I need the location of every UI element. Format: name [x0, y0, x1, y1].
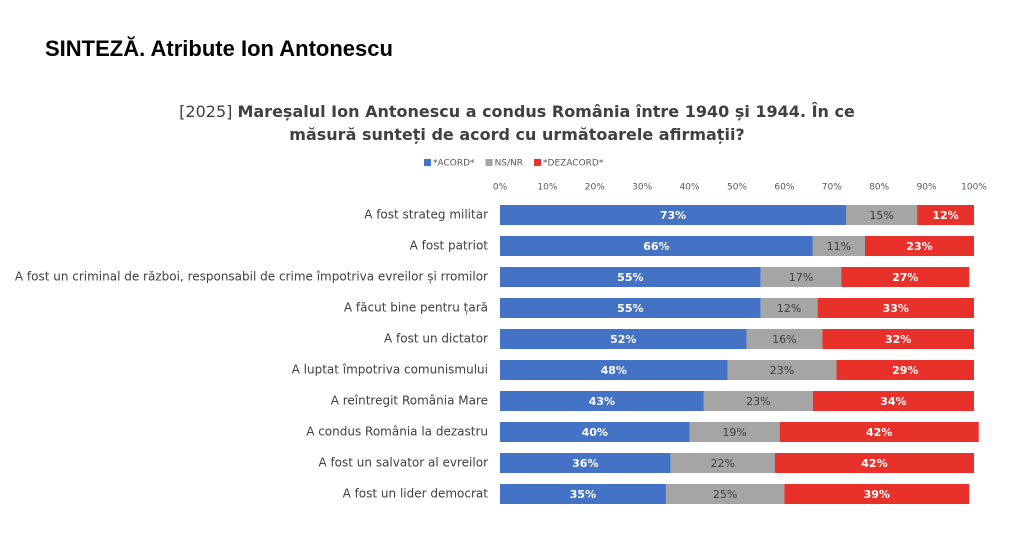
x-tick-label: 40%: [680, 183, 700, 193]
value-label: 23%: [770, 364, 794, 377]
value-label: 43%: [589, 395, 615, 408]
bar-segment: [500, 360, 728, 380]
bar-segment: [784, 484, 970, 504]
bar-segment: [746, 329, 823, 349]
x-tick-label: 90%: [917, 183, 937, 193]
value-label: 66%: [643, 240, 669, 253]
bar-segment: [846, 205, 918, 225]
value-label: 17%: [789, 271, 813, 284]
x-tick-label: 20%: [585, 183, 605, 193]
bar-segment: [822, 329, 974, 349]
category-label: A reîntregit România Mare: [331, 394, 488, 408]
bar-segment: [841, 267, 970, 287]
x-tick-label: 70%: [822, 183, 842, 193]
bar-segment: [500, 453, 671, 473]
category-label: A fost un salvator al evreilor: [318, 456, 488, 470]
value-label: 55%: [617, 271, 643, 284]
value-label: 25%: [713, 488, 737, 501]
x-tick-label: 100%: [961, 183, 987, 193]
legend-label: *DEZACORD*: [543, 159, 604, 169]
legend-label: *ACORD*: [433, 159, 475, 169]
bar-segment: [774, 453, 974, 473]
bar-segment: [500, 236, 813, 256]
x-tick-label: 80%: [869, 183, 889, 193]
value-label: 16%: [772, 333, 796, 346]
category-label: A condus România la dezastru: [306, 425, 488, 439]
value-label: 19%: [722, 426, 746, 439]
category-label: A fost un criminal de război, responsabi…: [15, 270, 488, 284]
category-label: A făcut bine pentru țară: [344, 301, 488, 315]
bar-segment: [500, 205, 847, 225]
value-label: 55%: [617, 302, 643, 315]
category-label: A fost un dictator: [384, 332, 488, 346]
value-label: 36%: [572, 457, 598, 470]
value-label: 23%: [906, 240, 932, 253]
bar-segment: [727, 360, 837, 380]
chart-title-tag: [2025]: [179, 102, 233, 121]
bar-segment: [689, 422, 780, 442]
bar-segment: [779, 422, 979, 442]
value-label: 23%: [746, 395, 770, 408]
x-tick-label: 0%: [493, 183, 508, 193]
value-label: 12%: [777, 302, 801, 315]
bar-segment: [665, 484, 785, 504]
category-label: A fost un lider democrat: [343, 487, 489, 501]
value-label: 11%: [827, 240, 851, 253]
value-label: 29%: [892, 364, 918, 377]
bar-segment: [817, 298, 974, 318]
legend-swatch: [424, 159, 431, 166]
bar-segment: [812, 236, 865, 256]
page-title: SINTEZĂ. Atribute Ion Antonescu: [45, 36, 393, 61]
chart-title: [2025] Mareșalul Ion Antonescu a condus …: [150, 100, 884, 146]
value-label: 22%: [711, 457, 735, 470]
bar-segment: [917, 205, 974, 225]
bar-segment: [500, 484, 666, 504]
value-label: 15%: [869, 209, 893, 222]
bar-segment: [760, 298, 818, 318]
value-label: 33%: [883, 302, 909, 315]
value-label: 32%: [885, 333, 911, 346]
value-label: 42%: [866, 426, 892, 439]
chart-title-text: Mareșalul Ion Antonescu a condus România…: [237, 102, 855, 144]
value-label: 12%: [932, 209, 958, 222]
bar-segment: [670, 453, 775, 473]
value-label: 27%: [892, 271, 918, 284]
x-tick-label: 50%: [727, 183, 747, 193]
value-label: 39%: [864, 488, 890, 501]
bar-segment: [836, 360, 974, 380]
bar-segment: [500, 422, 690, 442]
x-tick-label: 30%: [632, 183, 652, 193]
value-label: 42%: [861, 457, 887, 470]
category-label: A fost strateg militar: [364, 208, 488, 222]
value-label: 34%: [880, 395, 906, 408]
bar-segment: [500, 391, 704, 411]
x-tick-label: 10%: [537, 183, 557, 193]
bar-segment: [760, 267, 842, 287]
legend-label: NS/NR: [495, 159, 523, 169]
legend-swatch: [534, 159, 542, 166]
value-label: 48%: [601, 364, 627, 377]
bar-segment: [864, 236, 974, 256]
bar-segment: [500, 329, 747, 349]
value-label: 52%: [610, 333, 636, 346]
category-label: A fost patriot: [410, 239, 489, 253]
value-label: 40%: [582, 426, 608, 439]
x-tick-label: 60%: [774, 183, 794, 193]
bar-segment: [500, 267, 761, 287]
bar-segment: [500, 298, 761, 318]
legend-swatch: [485, 159, 493, 166]
category-label: A luptat împotriva comunismului: [292, 363, 488, 377]
value-label: 73%: [660, 209, 686, 222]
bar-segment: [812, 391, 974, 411]
value-label: 35%: [570, 488, 596, 501]
bar-segment: [703, 391, 813, 411]
